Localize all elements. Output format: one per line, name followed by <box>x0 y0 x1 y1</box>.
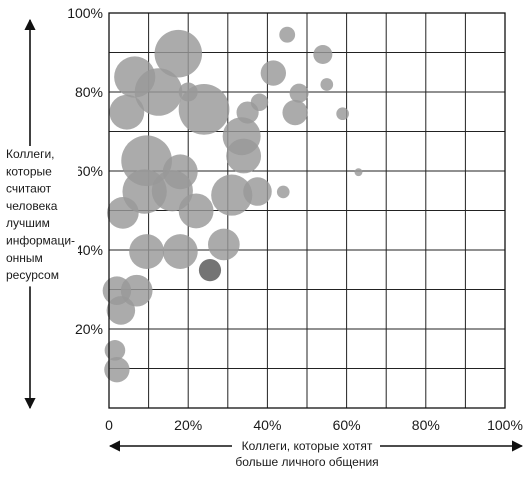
bubble <box>109 94 145 130</box>
x-tick-label: 80% <box>412 417 440 433</box>
bubble <box>276 185 290 199</box>
y-tick-label: 40% <box>75 242 103 258</box>
bubble-highlighted <box>198 259 222 282</box>
bubble <box>178 193 214 229</box>
bubble <box>104 340 126 361</box>
y-tick-label: 100% <box>67 5 103 21</box>
bubble <box>282 99 308 126</box>
bubble <box>178 84 230 135</box>
x-axis-label: Коллеги, которые хотят больше личного общ… <box>235 439 378 469</box>
bubbles <box>102 26 363 383</box>
y-tick-label: 20% <box>75 321 103 337</box>
y-tick-label: 80% <box>75 84 103 100</box>
bubble <box>104 357 130 383</box>
tick-labels: 0 20% 40% 60% 80% 100% 20% 40% 60% 80% 100% <box>67 5 523 433</box>
x-tick-label: 40% <box>253 417 281 433</box>
bubble <box>243 177 272 206</box>
plot-border <box>108 12 506 409</box>
bubble <box>134 68 183 116</box>
x-tick-label: 0 <box>105 417 113 433</box>
plot-frame <box>108 12 506 409</box>
bubble <box>313 44 333 64</box>
y-axis-label-background <box>4 146 78 287</box>
bubble <box>260 60 287 86</box>
bubble <box>107 197 139 229</box>
y-axis-label: Коллеги, которые считают человека лучшим инфо… <box>6 147 75 282</box>
x-tick-label: 100% <box>487 417 523 433</box>
bubble <box>289 83 309 103</box>
bubble <box>279 26 296 43</box>
y-tick-label: 60% <box>75 163 103 179</box>
bubble <box>336 107 349 121</box>
x-tick-label: 60% <box>333 417 361 433</box>
bubble <box>354 168 363 177</box>
bubble <box>226 138 262 174</box>
x-tick-label: 20% <box>174 417 202 433</box>
bubble <box>129 234 165 270</box>
bubble <box>208 228 240 261</box>
bubble <box>154 29 203 78</box>
bubble <box>320 78 334 91</box>
bubble <box>106 296 136 325</box>
axis-labels: Коллеги, которые хотят больше личного общ… <box>4 146 379 469</box>
bubble <box>211 174 253 216</box>
bubble <box>162 234 198 270</box>
